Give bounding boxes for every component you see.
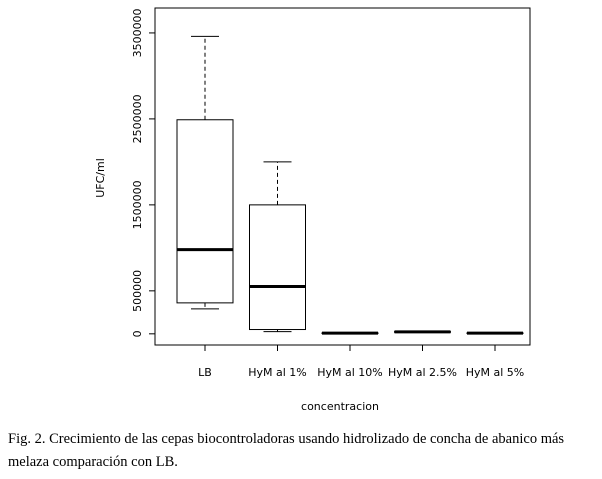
x-tick-label: HyM al 2.5%	[388, 366, 457, 379]
x-tick-label: LB	[198, 366, 212, 379]
chart: concentracion UFC/ml 0 500000 1500000 25000…	[94, 7, 531, 413]
box	[249, 204, 306, 331]
x-axis-label: concentracion	[301, 400, 379, 413]
box	[176, 119, 234, 304]
y-tick-label: 500000	[131, 270, 144, 312]
caption: Fig. 2. Crecimiento de las cepas biocont…	[8, 431, 565, 470]
x-tick-label: HyM al 5%	[466, 366, 525, 379]
y-tick-label: 2500000	[131, 94, 144, 143]
y-tick-label: 1500000	[131, 180, 144, 229]
y-axis-label: UFC/ml	[94, 158, 107, 198]
y-tick-label: 3500000	[131, 8, 144, 57]
x-tick-label: HyM al 1%	[248, 366, 307, 379]
y-tick-label: 0	[131, 330, 144, 337]
x-tick-label: HyM al 10%	[317, 366, 383, 379]
